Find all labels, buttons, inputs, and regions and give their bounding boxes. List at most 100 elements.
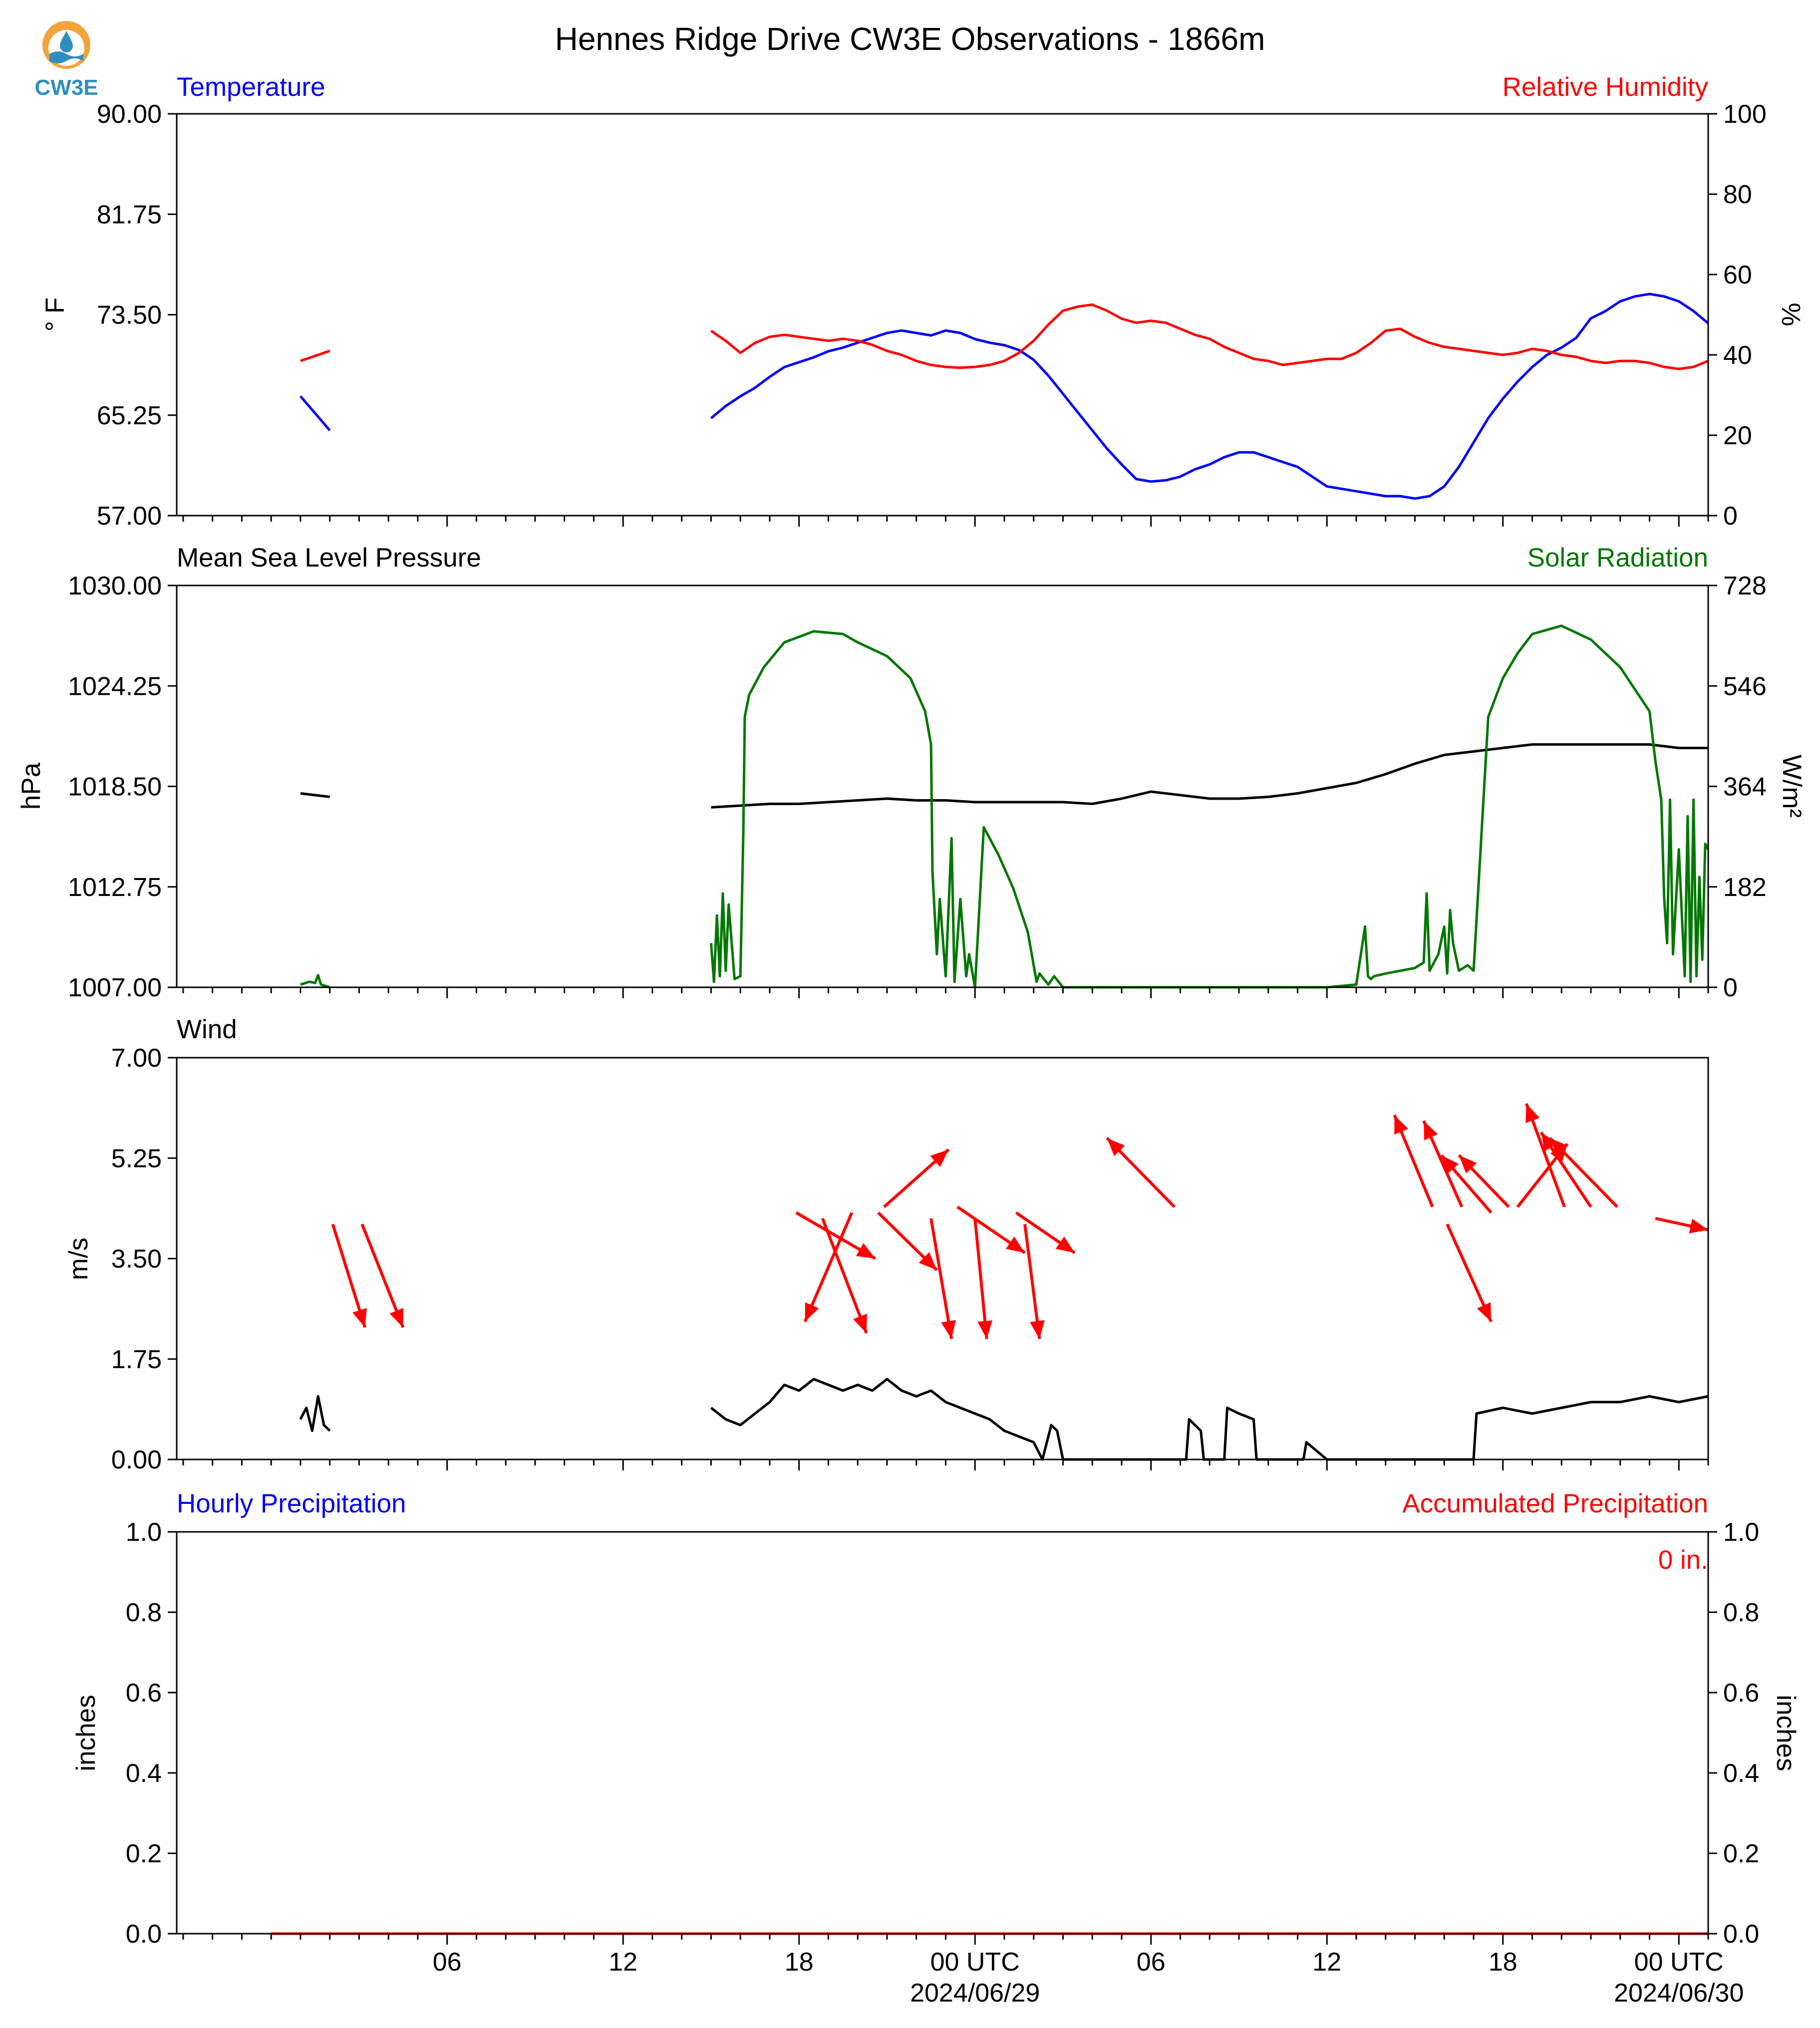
y-right-tick-label: 0: [1723, 502, 1738, 531]
wind-arrow-head: [1394, 1115, 1409, 1135]
y-right-tick-label: 0.2: [1723, 1839, 1759, 1868]
series-line-wind: [710, 1378, 1709, 1461]
y-tick-label: 1.0: [126, 1518, 162, 1547]
y-tick-label: 7.00: [111, 1044, 162, 1073]
logo-drop-icon: [60, 31, 73, 52]
solar-axis-label: W/m²: [1777, 755, 1807, 818]
y-tick-label: 81.75: [97, 200, 162, 229]
wind-series: [299, 1378, 1709, 1461]
precip-axis-label: inches: [71, 1695, 101, 1771]
wind-arrow-head: [1459, 1155, 1477, 1173]
y-right-tick-label: 546: [1723, 672, 1767, 701]
wind-arrow-head: [1005, 1236, 1025, 1253]
wind-arrow-head: [1055, 1236, 1075, 1253]
wind-arrow-head: [389, 1308, 404, 1328]
x-tick-label: 00 UTC: [930, 1948, 1020, 1977]
temperature-y-ticks: 90.00 81.75 73.50 65.25 57.00 100 80 60 40 20 0: [97, 100, 1767, 531]
y-tick-label: 1030.00: [68, 572, 162, 600]
y-right-tick-label: 364: [1723, 773, 1767, 802]
temperature-label: Temperature: [177, 72, 325, 102]
y-tick-label: 5.25: [111, 1144, 162, 1173]
pressure-plot-frame: [176, 584, 1709, 988]
wind-y-ticks: 7.00 5.25 3.50 1.75 0.00: [111, 1044, 177, 1474]
logo-waves-icon: [49, 51, 83, 63]
series-line-solar-radiation: [300, 974, 330, 989]
panel-pressure-solar: Mean Sea Level Pressure Solar Radiation …: [16, 543, 1807, 1002]
y-tick-label: 0.2: [126, 1839, 162, 1868]
wind-arrow-head: [853, 1314, 867, 1333]
panel-wind: Wind m/s 7.00 5.25 3.50 1.75 0.00: [64, 1015, 1709, 1474]
series-line-relative-humidity: [300, 349, 330, 362]
precip-right-axis-label: inches: [1771, 1695, 1801, 1771]
y-right-tick-label: 0.4: [1723, 1759, 1759, 1788]
wind-arrow-shaft: [973, 1218, 988, 1339]
hourly-precip-label: Hourly Precipitation: [177, 1489, 406, 1518]
y-tick-label: 65.25: [97, 401, 162, 430]
wind-arrow-shaft: [929, 1218, 953, 1340]
series-line-temperature: [710, 292, 1709, 500]
solar-label: Solar Radiation: [1527, 543, 1708, 573]
x-tick-label: 06: [433, 1948, 462, 1977]
y-tick-label: 0.00: [111, 1446, 162, 1474]
y-tick-label: 73.50: [97, 301, 162, 330]
y-right-tick-label: 1.0: [1723, 1518, 1759, 1547]
wind-arrow-shaft: [1524, 1103, 1566, 1208]
pressure-axis-label: hPa: [16, 762, 46, 810]
humidity-axis-label: %: [1776, 302, 1806, 326]
series-line-wind: [299, 1395, 331, 1432]
y-tick-label: 1024.25: [68, 672, 162, 701]
wind-arrow-head: [856, 1243, 876, 1259]
wind-arrow-head: [977, 1320, 993, 1339]
y-right-tick-label: 100: [1723, 100, 1767, 129]
y-tick-label: 57.00: [97, 502, 162, 531]
wind-arrow-head: [1477, 1302, 1492, 1322]
wind-label: Wind: [177, 1015, 237, 1044]
wind-arrow-shaft: [803, 1212, 854, 1323]
temperature-axis-label: ° F: [40, 297, 70, 331]
series-line-temperature: [300, 395, 331, 431]
wind-arrow-head: [1107, 1138, 1125, 1157]
cw3e-logo: CW3E: [34, 21, 98, 100]
y-right-tick-label: 0.0: [1723, 1920, 1759, 1949]
y-right-tick-label: 728: [1723, 572, 1767, 600]
wind-arrow-head: [1441, 1155, 1459, 1174]
x-tick-label: 06: [1137, 1948, 1166, 1977]
precip-plot-frame: [176, 1531, 1709, 1935]
series-line-relative-humidity: [710, 303, 1709, 370]
wind-arrow-shaft: [1023, 1224, 1041, 1339]
wind-arrow-head: [941, 1320, 956, 1339]
wind-arrow-shaft: [821, 1217, 868, 1334]
wind-arrow-head: [1030, 1320, 1045, 1339]
wind-arrow-shaft: [360, 1223, 405, 1328]
y-right-tick-label: 60: [1723, 261, 1752, 290]
wind-arrow-head: [352, 1308, 367, 1328]
temperature-humidity-series: [300, 292, 1709, 500]
panel-precipitation: Hourly Precipitation Accumulated Precipi…: [71, 1489, 1801, 1949]
pressure-label: Mean Sea Level Pressure: [177, 543, 481, 573]
wind-arrow-head: [1525, 1104, 1540, 1123]
x-tick-label: 18: [1489, 1948, 1517, 1977]
y-tick-label: 0.8: [126, 1598, 162, 1627]
wind-arrow-head: [1689, 1218, 1708, 1234]
figure-title: Hennes Ridge Drive CW3E Observations - 1…: [555, 21, 1265, 57]
wind-arrow-head: [1424, 1121, 1438, 1141]
y-right-tick-label: 182: [1723, 873, 1767, 902]
y-tick-label: 0.0: [126, 1920, 162, 1949]
wind-arrow-head: [1541, 1132, 1557, 1152]
y-right-tick-label: 0: [1723, 973, 1738, 1002]
y-tick-label: 1018.50: [68, 773, 162, 802]
wind-plot-frame: [176, 1057, 1709, 1460]
x-tick-label: 12: [1312, 1948, 1341, 1977]
series-line-mean-sea-level-pressure: [300, 792, 330, 798]
y-right-tick-label: 0.8: [1723, 1598, 1759, 1627]
wind-arrow-shaft: [331, 1223, 367, 1328]
x-date-label: 2024/06/29: [910, 1979, 1040, 2008]
series-line-mean-sea-level-pressure: [711, 743, 1708, 809]
logo-text: CW3E: [34, 75, 98, 100]
x-tick-label: 00 UTC: [1634, 1948, 1724, 1977]
temperature-plot-frame: [176, 113, 1709, 517]
x-tick-label: 12: [608, 1948, 637, 1977]
pressure-solar-series: [300, 624, 1710, 989]
humidity-label: Relative Humidity: [1503, 72, 1709, 102]
